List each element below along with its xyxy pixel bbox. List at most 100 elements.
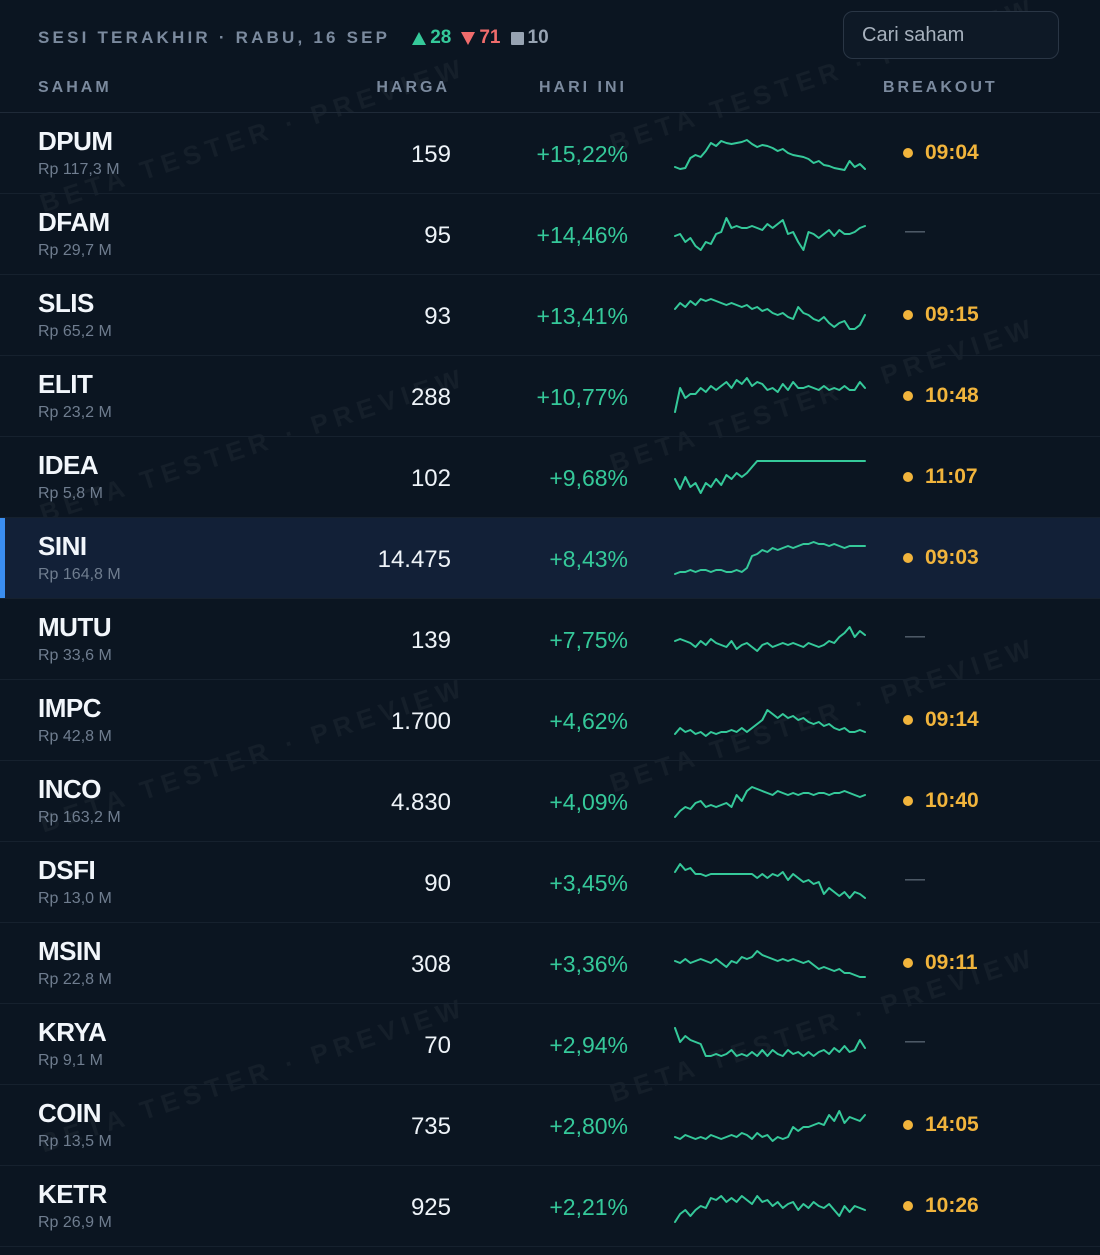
table-row[interactable]: COIN Rp 13,5 M 735 +2,80% 14:05 — [0, 1085, 1100, 1166]
breakout-time: 09:11 — [925, 951, 978, 974]
ticker-symbol: IMPC — [38, 693, 102, 723]
ticker-symbol: INCO — [38, 774, 102, 804]
change-percent: +4,62% — [549, 708, 628, 734]
price-value: 735 — [410, 1113, 451, 1140]
column-header-breakout[interactable]: BREAKOUT — [883, 79, 998, 96]
sparkline-line — [674, 139, 866, 171]
ticker-symbol: DFAM — [38, 207, 110, 237]
table-row[interactable]: MSIN Rp 22,8 M 308 +3,36% 09:11 — [0, 923, 1100, 1004]
column-header-price[interactable]: HARGA — [376, 79, 450, 96]
unchanged-value: 10 — [527, 27, 549, 48]
sparkline-line — [674, 626, 866, 652]
table-row[interactable]: DPUM Rp 117,3 M 159 +15,22% 09:04 — [0, 113, 1100, 194]
price-value: 93 — [424, 303, 451, 330]
table-row[interactable]: INCO Rp 163,2 M 4.830 +4,09% 10:40 — [0, 761, 1100, 842]
breakout-empty: — — [905, 1030, 925, 1052]
dot-icon — [903, 796, 913, 806]
triangle-down-icon — [461, 31, 476, 45]
top-bar: SESI TERAKHIR · RABU, 16 SEP 28 71 10 — [0, 0, 1100, 70]
advancers-value: 28 — [430, 27, 452, 48]
breakout-time: 14:05 — [925, 1113, 979, 1136]
price-value: 159 — [410, 141, 451, 168]
sparkline-line — [674, 786, 866, 818]
sparkline-line — [674, 541, 866, 575]
sparkline-chart — [674, 541, 866, 575]
ticker-symbol: SINI — [38, 531, 87, 561]
change-percent: +2,21% — [549, 1194, 628, 1220]
table-row[interactable]: DFAM Rp 29,7 M 95 +14,46% — — [0, 194, 1100, 275]
breakout-indicator: 14:05 — [903, 1113, 979, 1137]
ticker-symbol: IDEA — [38, 450, 99, 480]
sparkline-chart — [674, 139, 866, 171]
price-value: 95 — [424, 222, 451, 249]
change-percent: +10,77% — [536, 384, 628, 410]
session-label: SESI TERAKHIR · RABU, 16 SEP — [38, 28, 391, 47]
sparkline-chart — [674, 626, 866, 652]
square-icon — [510, 31, 524, 45]
table-row[interactable]: IDEA Rp 5,8 M 102 +9,68% 11:07 — [0, 437, 1100, 518]
sparkline-chart — [674, 298, 866, 330]
sparkline-chart — [674, 377, 866, 413]
table-row[interactable]: IMPC Rp 42,8 M 1.700 +4,62% 09:14 — [0, 680, 1100, 761]
trade-value: Rp 13,5 M — [38, 1133, 112, 1150]
breakout-indicator: 10:40 — [903, 789, 979, 813]
sparkline-chart — [674, 709, 866, 737]
unchanged-count: 10 — [510, 27, 549, 49]
ticker-symbol: ELIT — [38, 369, 93, 399]
breakout-time: 09:15 — [925, 303, 979, 326]
dot-icon — [903, 553, 913, 563]
dot-icon — [903, 310, 913, 320]
breakout-time: 10:26 — [925, 1194, 979, 1217]
table-header: SAHAM HARGA HARI INI BREAKOUT — [0, 70, 1100, 113]
price-value: 14.475 — [377, 546, 451, 573]
column-header-today[interactable]: HARI INI — [539, 79, 627, 96]
table-row[interactable]: MUTU Rp 33,6 M 139 +7,75% — — [0, 599, 1100, 680]
decliners-value: 71 — [479, 27, 501, 48]
sparkline-chart — [674, 786, 866, 818]
sparkline-chart — [674, 460, 866, 494]
session-info: SESI TERAKHIR · RABU, 16 SEP 28 71 10 — [38, 27, 549, 49]
breakout-indicator: 11:07 — [903, 465, 978, 489]
price-value: 308 — [410, 951, 451, 978]
breakout-indicator: 09:04 — [903, 141, 979, 165]
table-row[interactable]: KETR Rp 26,9 M 925 +2,21% 10:26 — [0, 1166, 1100, 1247]
table-row[interactable]: SINI Rp 164,8 M 14.475 +8,43% 09:03 — [0, 518, 1100, 599]
change-percent: +2,94% — [549, 1032, 628, 1058]
breakout-time: 11:07 — [925, 465, 978, 488]
ticker-symbol: KETR — [38, 1179, 107, 1209]
sparkline-line — [674, 1027, 866, 1057]
table-row[interactable]: DSFI Rp 13,0 M 90 +3,45% — — [0, 842, 1100, 923]
table-row[interactable]: KRYA Rp 9,1 M 70 +2,94% — — [0, 1004, 1100, 1085]
breakout-indicator: 09:03 — [903, 546, 979, 570]
breakout-indicator: 09:15 — [903, 303, 979, 327]
sparkline-chart — [674, 1110, 866, 1142]
sparkline-line — [674, 950, 866, 978]
price-value: 288 — [410, 384, 451, 411]
column-header-stock[interactable]: SAHAM — [38, 79, 112, 96]
sparkline-line — [674, 1195, 866, 1223]
trade-value: Rp 9,1 M — [38, 1052, 103, 1069]
search-input[interactable] — [843, 11, 1059, 59]
breakout-indicator: 10:48 — [903, 384, 979, 408]
dot-icon — [903, 715, 913, 725]
breakout-indicator: 09:14 — [903, 708, 979, 732]
sparkline-chart — [674, 217, 866, 251]
sparkline-line — [674, 460, 866, 494]
trade-value: Rp 5,8 M — [38, 485, 103, 502]
breakout-empty: — — [905, 625, 925, 647]
change-percent: +3,36% — [549, 951, 628, 977]
ticker-symbol: MUTU — [38, 612, 112, 642]
trade-value: Rp 33,6 M — [38, 647, 112, 664]
table-row[interactable]: SLIS Rp 65,2 M 93 +13,41% 09:15 — [0, 275, 1100, 356]
breakout-time: 10:40 — [925, 789, 979, 812]
trade-value: Rp 13,0 M — [38, 890, 112, 907]
sparkline-line — [674, 1110, 866, 1142]
trade-value: Rp 22,8 M — [38, 971, 112, 988]
table-row[interactable]: ELIT Rp 23,2 M 288 +10,77% 10:48 — [0, 356, 1100, 437]
breakout-empty: — — [905, 868, 925, 890]
sparkline-chart — [674, 1027, 866, 1057]
change-percent: +2,80% — [549, 1113, 628, 1139]
sparkline-chart — [674, 1195, 866, 1223]
price-value: 4.830 — [390, 789, 451, 816]
dot-icon — [903, 1201, 913, 1211]
